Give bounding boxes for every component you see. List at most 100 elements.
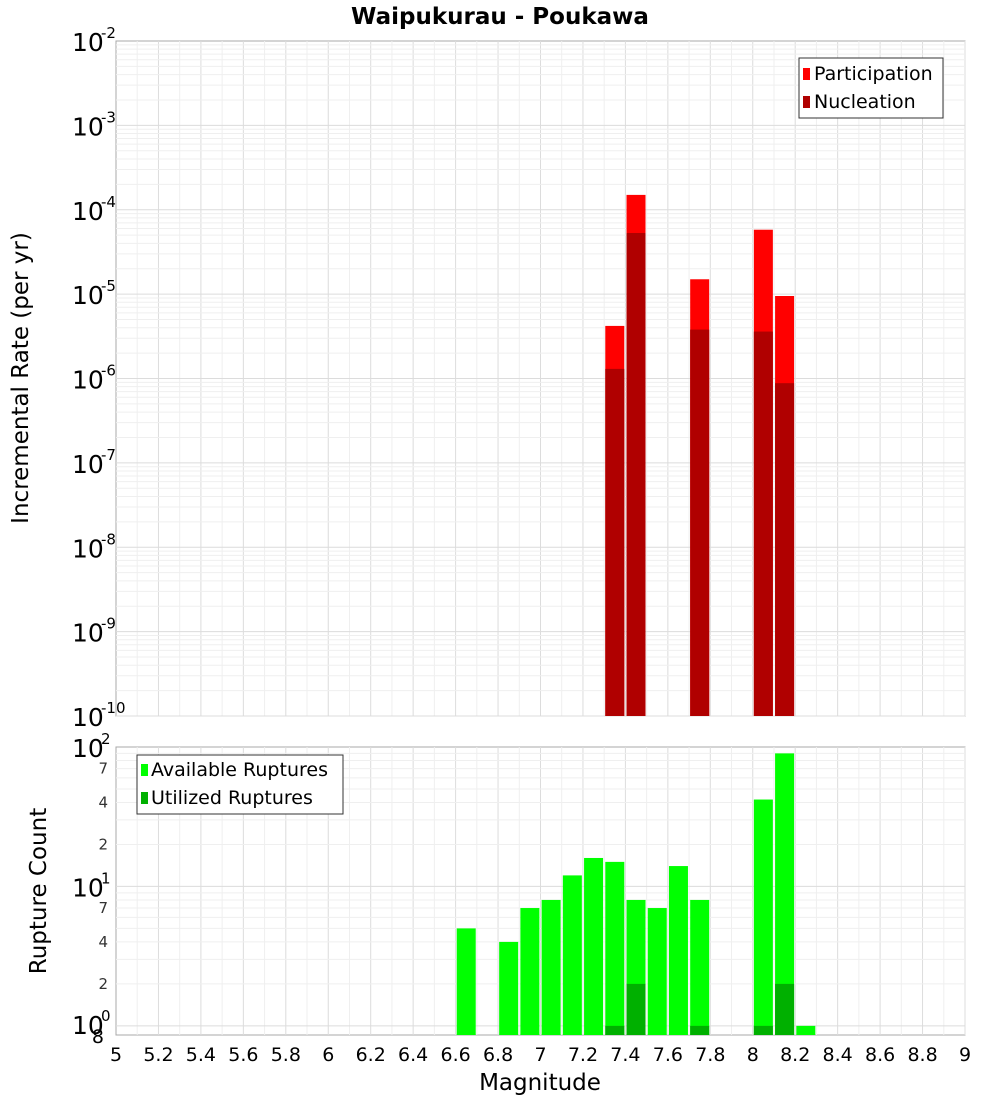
legend-utilized-label: Utilized Ruptures	[151, 787, 313, 809]
nucleation-bar	[753, 331, 773, 716]
rate-y-tick-exponent: -7	[101, 446, 116, 464]
chart-title: Waipukurau - Poukawa	[351, 4, 649, 30]
available-ruptures-bar	[775, 753, 795, 1035]
x-tick-label: 7.6	[653, 1044, 683, 1066]
x-tick-label: 6.6	[440, 1044, 470, 1066]
count-y-minor-tick-label: 4	[98, 793, 108, 811]
count-y-tick-exponent: 1	[101, 869, 111, 887]
available-ruptures-bar	[456, 928, 476, 1035]
available-ruptures-bar	[499, 941, 519, 1035]
x-tick-label: 8	[747, 1044, 759, 1066]
count-bars	[456, 753, 816, 1035]
nucleation-bar	[605, 368, 625, 716]
count-y-tick-exponent: 2	[101, 730, 111, 748]
count-y-tick-label: 10	[72, 734, 104, 763]
rate-grid	[116, 41, 966, 717]
rate-legend: Participation Nucleation	[798, 57, 944, 119]
x-tick-label: 8.6	[865, 1044, 895, 1066]
available-ruptures-bar	[690, 899, 710, 1035]
x-tick-label: 7	[534, 1044, 546, 1066]
x-tick-label: 7.4	[610, 1044, 640, 1066]
x-tick-label: 7.8	[695, 1044, 725, 1066]
rate-y-tick-label: 10	[72, 534, 104, 563]
rate-y-tick-exponent: -8	[101, 530, 116, 548]
rate-legend-box	[798, 57, 944, 119]
rate-y-tick-exponent: -6	[101, 362, 116, 380]
nucleation-bar	[775, 383, 795, 716]
x-tick-label: 8.8	[907, 1044, 937, 1066]
x-tick-label: 6.8	[483, 1044, 513, 1066]
legend-available-label: Available Ruptures	[151, 759, 328, 781]
rate-y-tick-label: 10	[72, 112, 104, 141]
x-tick-label: 7.2	[568, 1044, 598, 1066]
x-tick-label: 5.6	[228, 1044, 258, 1066]
available-ruptures-bar	[541, 899, 561, 1035]
count-y-minor-tick-label: 7	[98, 760, 108, 778]
rate-y-tick-exponent: -10	[101, 699, 126, 717]
available-ruptures-bar	[796, 1025, 816, 1035]
rate-y-tick-exponent: -4	[101, 193, 116, 211]
count-legend-box	[136, 754, 344, 815]
rate-y-tick-exponent: -9	[101, 615, 116, 633]
utilized-ruptures-bar	[775, 983, 795, 1035]
nucleation-bar	[690, 329, 710, 716]
x-tick-label: 5.4	[186, 1044, 216, 1066]
x-tick-label: 5.2	[143, 1044, 173, 1066]
rate-y-tick-exponent: -3	[101, 108, 116, 126]
nucleation-bar	[626, 233, 646, 716]
rate-y-axis-label: Incremental Rate (per yr)	[8, 232, 34, 524]
available-ruptures-bar	[605, 861, 625, 1035]
legend-nucleation-label: Nucleation	[814, 91, 916, 113]
count-legend: Available Ruptures Utilized Ruptures	[136, 754, 344, 815]
count-y-minor-tick-label: 4	[98, 933, 108, 951]
count-y-minor-tick-label: 2	[98, 835, 108, 853]
x-axis-label: Magnitude	[479, 1070, 601, 1096]
rate-y-tick-exponent: -2	[101, 24, 116, 42]
rate-bars	[605, 194, 795, 717]
legend-available-swatch	[141, 764, 148, 776]
count-y-axis-label: Rupture Count	[26, 808, 52, 974]
count-y-tick-exponent: 0	[101, 1007, 111, 1025]
utilized-ruptures-bar	[605, 1025, 625, 1035]
available-ruptures-bar	[584, 857, 604, 1035]
rate-y-tick-label: 10	[72, 703, 104, 732]
rate-y-tick-label: 10	[72, 28, 104, 57]
legend-utilized-swatch	[141, 792, 148, 804]
available-ruptures-bar	[562, 875, 582, 1035]
x-tick-label: 8.4	[823, 1044, 853, 1066]
count-y-minor-tick-label: 7	[98, 899, 108, 917]
rate-y-tick-label: 10	[72, 619, 104, 648]
count-y-minor-tick-label: 2	[98, 975, 108, 993]
utilized-ruptures-bar	[753, 1025, 773, 1035]
x-tick-label: 6	[322, 1044, 334, 1066]
count-y-tick-label: 10	[72, 873, 104, 902]
available-ruptures-bar	[668, 866, 688, 1035]
available-ruptures-bar	[520, 908, 540, 1035]
x-tick-label: 6.2	[356, 1044, 386, 1066]
x-tick-label: 5.8	[271, 1044, 301, 1066]
rate-y-tick-exponent: -5	[101, 277, 116, 295]
rate-y-tick-label: 10	[72, 366, 104, 395]
available-ruptures-bar	[753, 799, 773, 1035]
rate-y-tick-label: 10	[72, 197, 104, 226]
rate-y-tick-label: 10	[72, 281, 104, 310]
legend-participation-label: Participation	[814, 63, 933, 85]
legend-nucleation-swatch	[803, 96, 810, 108]
rate-y-tick-label: 10	[72, 450, 104, 479]
x-tick-label: 6.4	[398, 1044, 428, 1066]
available-ruptures-bar	[647, 908, 667, 1035]
count-y-minor-tick-label: 8	[92, 1026, 104, 1048]
legend-participation-swatch	[803, 68, 810, 80]
x-tick-label: 5	[110, 1044, 122, 1066]
x-ticks: 5 5.2 5.4 5.6 5.8 6 6.2 6.4 6.6 6.8 7 7.2 7.4 7.6 7.8 8…	[110, 1044, 971, 1066]
utilized-ruptures-bar	[626, 983, 646, 1035]
x-tick-label: 9	[959, 1044, 971, 1066]
utilized-ruptures-bar	[690, 1025, 710, 1035]
x-tick-label: 8.2	[780, 1044, 810, 1066]
count-grid	[116, 747, 966, 1035]
